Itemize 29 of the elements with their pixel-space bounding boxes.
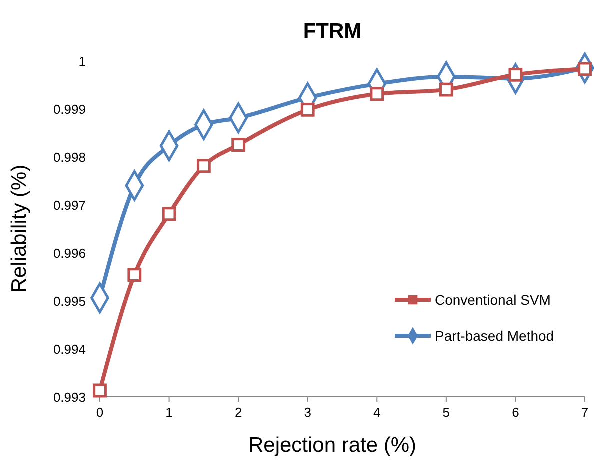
y-axis-title: Reliability (%) [8, 164, 31, 294]
point [439, 82, 454, 97]
point [370, 87, 384, 102]
y-tick-label: 0.996 [53, 246, 86, 261]
y-tick-label: 0.993 [53, 390, 86, 405]
y-tick-label: 1 [78, 54, 86, 69]
point [93, 384, 107, 398]
point [232, 138, 246, 152]
x-axis-title: Rejection rate (%) [248, 434, 417, 457]
x-tick-label: 5 [442, 405, 450, 420]
x-tick-label: 7 [581, 405, 589, 420]
x-tick-label: 0 [96, 405, 104, 420]
y-tick-label: 0.998 [53, 150, 86, 165]
y-tick-label: 0.994 [53, 342, 86, 357]
point [196, 159, 211, 174]
chart-title: FTRM [303, 20, 362, 43]
x-tick-label: 2 [234, 405, 242, 420]
legend-label: Part-based Method [435, 328, 554, 344]
point [300, 103, 315, 117]
x-tick-label: 3 [304, 405, 312, 420]
y-tick-label: 0.995 [53, 294, 86, 309]
legend-label: Conventional SVM [435, 292, 551, 308]
x-tick-label: 6 [512, 405, 520, 420]
x-tick-label: 4 [374, 405, 381, 420]
point [128, 268, 142, 282]
y-tick-label: 0.997 [53, 198, 86, 213]
point [162, 207, 176, 222]
y-tick-label: 0.999 [53, 102, 86, 117]
x-tick-label: 1 [166, 405, 173, 420]
